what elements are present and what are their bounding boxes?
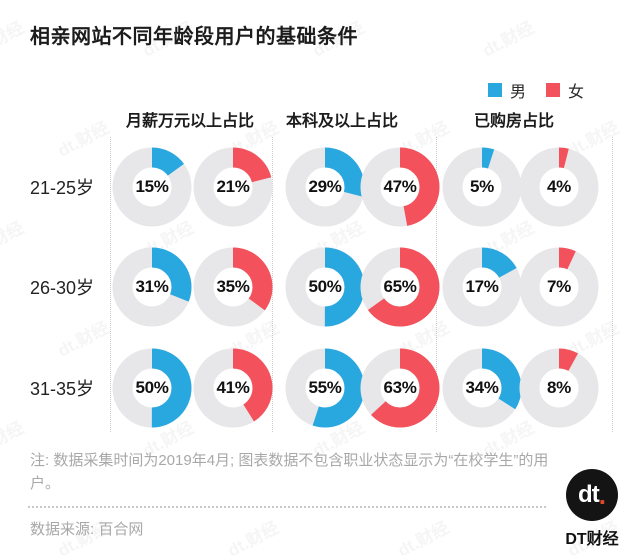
column-header-house: 已购房占比 bbox=[473, 113, 555, 130]
dt-watermark: dt.财经 bbox=[54, 118, 112, 161]
donut-value-label: 55% bbox=[308, 378, 342, 397]
donut-value-label: 31% bbox=[135, 277, 169, 296]
donut-male: 5% bbox=[442, 147, 522, 227]
donut-value-label: 15% bbox=[135, 177, 169, 196]
donut-ring bbox=[442, 147, 522, 227]
legend-item-male: 男 bbox=[488, 78, 526, 102]
donut-value-label: 41% bbox=[216, 378, 250, 397]
donut-value-label: 65% bbox=[383, 277, 417, 296]
age-group-label: 26-30岁 bbox=[30, 278, 95, 298]
donut-ring bbox=[193, 147, 273, 227]
donut-female: 41% bbox=[193, 348, 273, 428]
footnote: 注: 数据采集时间为2019年4月; 图表数据不包含职业状态显示为“在校学生”的… bbox=[30, 452, 549, 492]
male-color-swatch bbox=[488, 83, 502, 97]
column-separator bbox=[612, 137, 613, 432]
donut-value-label: 35% bbox=[216, 277, 250, 296]
page-title: 相亲网站不同年龄段用户的基础条件 bbox=[30, 26, 358, 48]
brand-logo: dt . DT财经 bbox=[552, 469, 632, 549]
legend: 男 女 bbox=[488, 78, 584, 102]
donut-male: 29% bbox=[285, 147, 365, 227]
donut-ring bbox=[360, 247, 440, 327]
donut-value-label: 63% bbox=[383, 378, 417, 397]
dt-watermark: dt.财经 bbox=[224, 518, 282, 555]
donut-value-label: 4% bbox=[547, 177, 571, 196]
donut-female: 21% bbox=[193, 147, 273, 227]
column-separator bbox=[110, 137, 111, 432]
footer-divider bbox=[28, 506, 546, 508]
donut-female: 47% bbox=[360, 147, 440, 227]
donut-ring bbox=[360, 147, 440, 227]
donut-value-label: 8% bbox=[547, 378, 571, 397]
donut-female: 7% bbox=[519, 247, 599, 327]
donut-ring bbox=[442, 247, 522, 327]
donut-ring bbox=[519, 348, 599, 428]
donut-value-label: 17% bbox=[465, 277, 499, 296]
donut-ring bbox=[193, 348, 273, 428]
source-label: 数据来源: 百合网 bbox=[30, 521, 144, 538]
donut-value-label: 29% bbox=[308, 177, 342, 196]
legend-label-male: 男 bbox=[510, 84, 527, 101]
donut-male: 50% bbox=[285, 247, 365, 327]
donut-ring bbox=[112, 147, 192, 227]
donut-ring bbox=[112, 348, 192, 428]
donut-ring bbox=[285, 147, 365, 227]
age-group-label: 21-25岁 bbox=[30, 178, 95, 198]
donut-male: 34% bbox=[442, 348, 522, 428]
donut-female: 4% bbox=[519, 147, 599, 227]
donut-ring bbox=[519, 247, 599, 327]
female-color-swatch bbox=[546, 83, 561, 97]
donut-value-label: 47% bbox=[383, 177, 417, 196]
dt-watermark: dt.财经 bbox=[0, 418, 27, 461]
donut-ring bbox=[285, 348, 365, 428]
donut-value-label: 34% bbox=[465, 378, 499, 397]
donut-value-label: 21% bbox=[216, 177, 250, 196]
dt-watermark: dt.财经 bbox=[0, 18, 27, 61]
brand-name: DT财经 bbox=[565, 531, 619, 548]
donut-male: 55% bbox=[285, 348, 365, 428]
column-header-salary: 月薪万元以上占比 bbox=[125, 113, 255, 130]
donut-male: 15% bbox=[112, 147, 192, 227]
donut-female: 63% bbox=[360, 348, 440, 428]
donut-female: 65% bbox=[360, 247, 440, 327]
column-separator bbox=[272, 137, 273, 432]
age-group-label: 31-35岁 bbox=[30, 379, 95, 399]
donut-ring bbox=[442, 348, 522, 428]
donut-ring bbox=[519, 147, 599, 227]
logo-dot: . bbox=[598, 480, 606, 510]
dt-logo-icon: dt . bbox=[566, 469, 618, 521]
donut-male: 17% bbox=[442, 247, 522, 327]
donut-ring bbox=[112, 247, 192, 327]
legend-item-female: 女 bbox=[546, 78, 584, 102]
donut-ring bbox=[360, 348, 440, 428]
donut-female: 8% bbox=[519, 348, 599, 428]
logo-mark-text: dt bbox=[578, 481, 600, 508]
column-header-education: 本科及以上占比 bbox=[285, 113, 399, 130]
dt-watermark: dt.财经 bbox=[54, 318, 112, 361]
donut-female: 35% bbox=[193, 247, 273, 327]
donut-ring bbox=[285, 247, 365, 327]
legend-label-female: 女 bbox=[568, 84, 585, 101]
dt-watermark: dt.财经 bbox=[0, 218, 27, 261]
donut-male: 31% bbox=[112, 247, 192, 327]
donut-value-label: 50% bbox=[308, 277, 342, 296]
dt-watermark: dt.财经 bbox=[479, 18, 537, 61]
donut-value-label: 5% bbox=[470, 177, 494, 196]
donut-ring bbox=[193, 247, 273, 327]
donut-male: 50% bbox=[112, 348, 192, 428]
dt-watermark: dt.财经 bbox=[394, 518, 452, 555]
donut-value-label: 50% bbox=[135, 378, 169, 397]
donut-value-label: 7% bbox=[547, 277, 571, 296]
